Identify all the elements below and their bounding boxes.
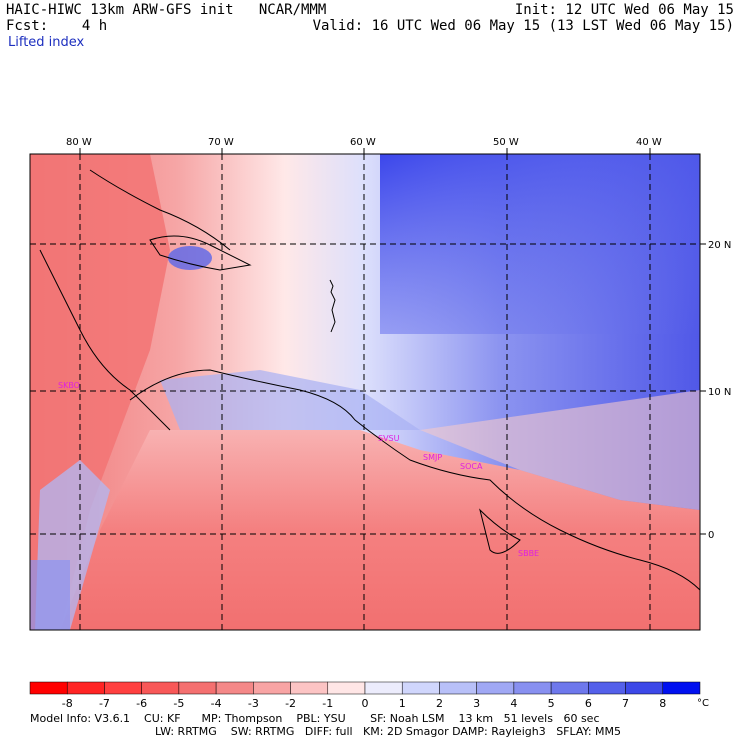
lat-label-10n: 10 N bbox=[708, 387, 731, 398]
map-frame bbox=[29, 153, 701, 631]
colorbar-box bbox=[439, 681, 477, 695]
colorbar-box bbox=[550, 681, 589, 695]
model-info-line-1: Model Info: V3.6.1 CU: KF MP: Thompson P… bbox=[30, 712, 600, 725]
colorbar-box bbox=[662, 681, 701, 695]
colorbar-tick-label: 7 bbox=[622, 697, 629, 710]
colorbar-box bbox=[215, 681, 254, 695]
station-smjp: SMJP bbox=[423, 453, 442, 462]
station-labels: SKBO SVSU SMJP SOCA SBBE bbox=[58, 381, 539, 558]
colorbar: -8 -7 -6 -5 -4 -3 -2 -1 0 1 2 3 4 5 6 7 8 °C bbox=[29, 681, 709, 710]
colorbar-box bbox=[29, 681, 68, 695]
frame-ticks bbox=[79, 148, 706, 535]
colorbar-tick-label: 8 bbox=[659, 697, 666, 710]
colorbar-box bbox=[625, 681, 664, 695]
colorbar-box bbox=[178, 681, 217, 695]
colorbar-box bbox=[327, 681, 366, 695]
colorbar-box bbox=[513, 681, 552, 695]
colorbar-box bbox=[476, 681, 515, 695]
colorbar-box bbox=[588, 681, 626, 695]
coastlines bbox=[39, 169, 700, 591]
colorbar-tick-label: -5 bbox=[173, 697, 184, 710]
colorbar-tick-label: -2 bbox=[285, 697, 296, 710]
model-info-line-2: LW: RRTMG SW: RRTMG DIFF: full KM: 2D Sm… bbox=[155, 725, 621, 738]
colorbar-tick-label: -1 bbox=[322, 697, 333, 710]
lon-label-80w: 80 W bbox=[66, 137, 92, 148]
colorbar-boxes bbox=[29, 681, 701, 695]
colorbar-box bbox=[290, 681, 329, 695]
colorbar-tick-label: -7 bbox=[99, 697, 110, 710]
station-svsu: SVSU bbox=[378, 434, 400, 443]
colorbar-tick-label: 3 bbox=[473, 697, 480, 710]
field-shading bbox=[30, 154, 700, 630]
lon-label-40w: 40 W bbox=[636, 137, 662, 148]
station-skbo: SKBO bbox=[58, 381, 80, 390]
lon-label-70w: 70 W bbox=[208, 137, 234, 148]
map-title: HAIC-HIWC 13km ARW-GFS init NCAR/MMM bbox=[6, 2, 327, 18]
colorbar-box bbox=[401, 681, 440, 695]
colorbar-tick-label: -8 bbox=[62, 697, 73, 710]
station-soca: SOCA bbox=[460, 462, 483, 471]
init-time: Init: 12 UTC Wed 06 May 15 bbox=[514, 2, 734, 18]
colorbar-box bbox=[141, 681, 180, 695]
lat-label-20n: 20 N bbox=[708, 240, 731, 251]
colorbar-tick-label: 6 bbox=[585, 697, 592, 710]
colorbar-tick-label: -3 bbox=[248, 697, 259, 710]
colorbar-unit: °C bbox=[697, 698, 709, 709]
colorbar-tick-label: -6 bbox=[136, 697, 147, 710]
colorbar-tick-label: 2 bbox=[436, 697, 443, 710]
lifted-index-map: 80 W 70 W 60 W 50 W 40 W 20 N 10 N 0 SKB… bbox=[29, 137, 731, 631]
colorbar-tick-label: 1 bbox=[399, 697, 406, 710]
variable-label: Lifted index bbox=[8, 35, 85, 50]
lat-lon-grid bbox=[30, 154, 700, 630]
lat-label-0: 0 bbox=[708, 530, 714, 541]
forecast-hour: Fcst: 4 h bbox=[6, 18, 108, 34]
colorbar-box bbox=[364, 681, 403, 695]
colorbar-tick-label: 0 bbox=[362, 697, 369, 710]
lon-label-60w: 60 W bbox=[350, 137, 376, 148]
colorbar-tick-labels: -8 -7 -6 -5 -4 -3 -2 -1 0 1 2 3 4 5 6 7 8 bbox=[62, 697, 667, 710]
valid-time: Valid: 16 UTC Wed 06 May 15 (13 LST Wed … bbox=[312, 18, 734, 34]
colorbar-tick-label: -4 bbox=[211, 697, 222, 710]
colorbar-tick-label: 5 bbox=[548, 697, 555, 710]
station-sbbe: SBBE bbox=[518, 549, 539, 558]
colorbar-box bbox=[104, 681, 142, 695]
colorbar-box bbox=[66, 681, 105, 695]
colorbar-box bbox=[253, 681, 291, 695]
lon-label-50w: 50 W bbox=[493, 137, 519, 148]
colorbar-tick-label: 4 bbox=[510, 697, 517, 710]
